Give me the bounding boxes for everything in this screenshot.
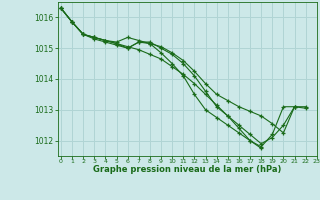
X-axis label: Graphe pression niveau de la mer (hPa): Graphe pression niveau de la mer (hPa)	[93, 165, 281, 174]
